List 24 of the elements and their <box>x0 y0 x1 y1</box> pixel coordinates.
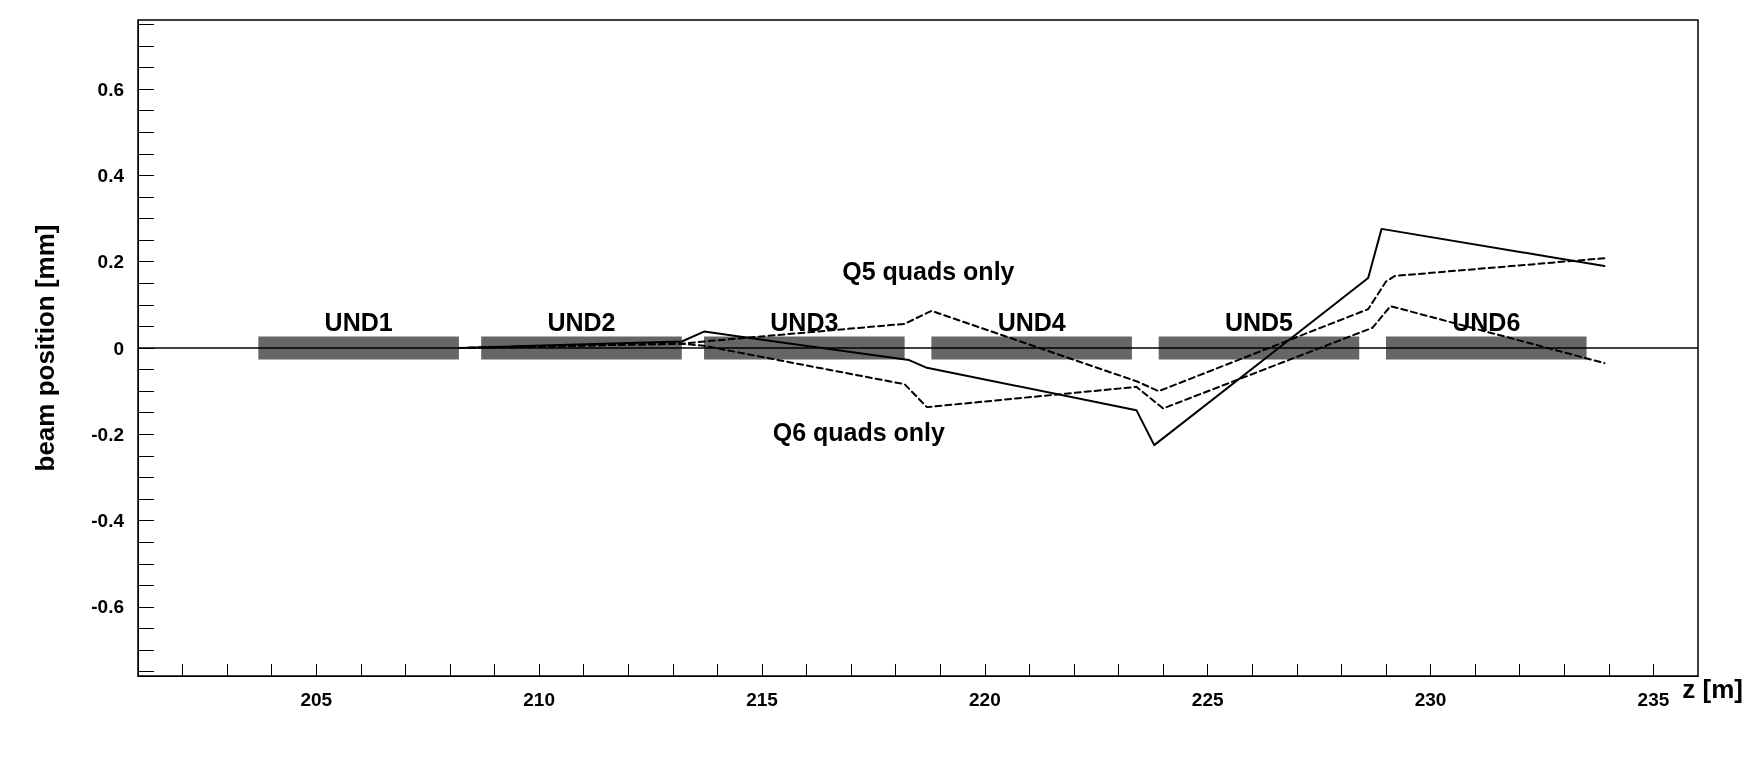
annotation: Q5 quads only <box>842 257 1015 286</box>
y-tick-label: 0 <box>113 337 124 359</box>
series-label: UND5 <box>1224 307 1294 336</box>
annotation: Q6 quads only <box>772 417 946 446</box>
x-tick-label: 215 <box>746 689 779 710</box>
y-axis-title: beam position [mm] <box>30 224 60 472</box>
y-tick-label: -0.6 <box>91 596 124 618</box>
series-label: UND2 <box>547 307 616 336</box>
y-tick-label: 0.2 <box>97 251 124 273</box>
y-tick-label: 0.4 <box>97 164 125 186</box>
x-axis-title: z [m] <box>1682 674 1743 704</box>
x-tick-label: 205 <box>300 689 333 710</box>
series-label: UND1 <box>324 307 393 336</box>
x-tick-label: 220 <box>969 689 1001 710</box>
series-label: UND3 <box>770 307 839 336</box>
x-tick-label: 210 <box>523 689 555 710</box>
x-tick-label: 225 <box>1191 689 1224 710</box>
y-tick-label: -0.4 <box>91 510 125 532</box>
series-label: UND4 <box>997 307 1066 336</box>
series-label: UND6 <box>1452 307 1521 336</box>
x-tick-label: 230 <box>1414 689 1447 710</box>
y-tick-label: 0.6 <box>97 78 124 100</box>
y-tick-label: -0.2 <box>91 423 124 445</box>
x-tick-label: 235 <box>1637 689 1670 710</box>
